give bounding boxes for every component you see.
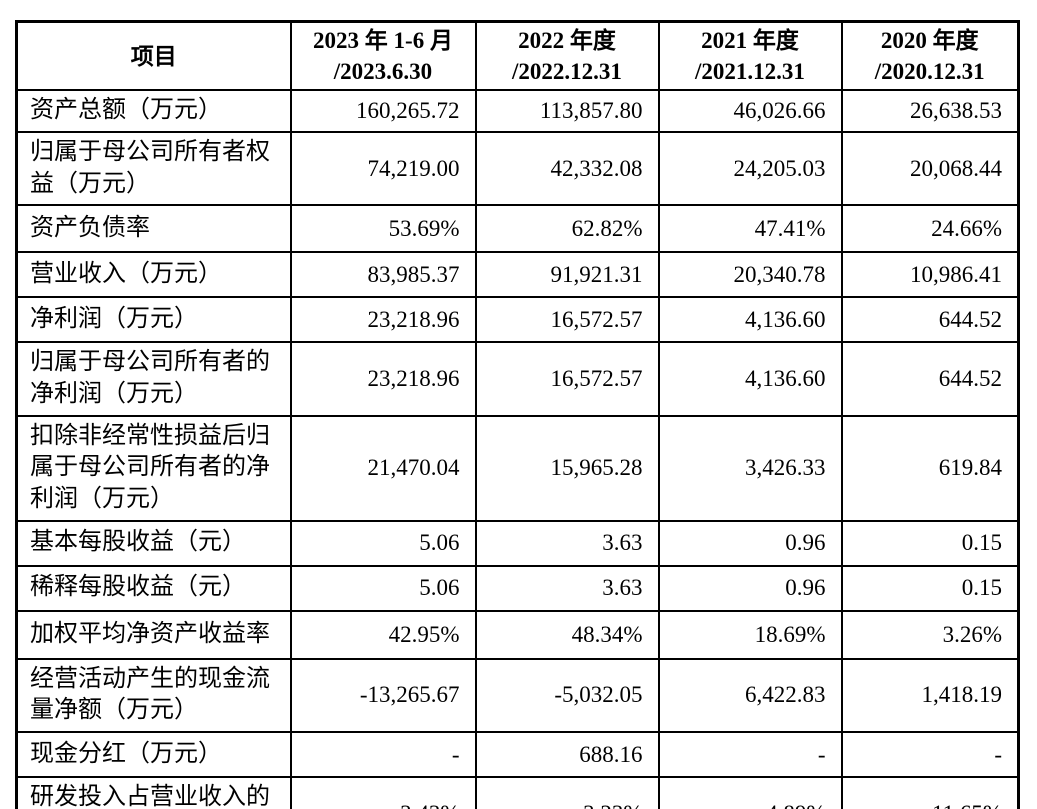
- row-label: 经营活动产生的现金流量净额（万元）: [15, 657, 292, 734]
- value-cell: 15,965.28: [474, 414, 660, 522]
- value-cell: 53.69%: [289, 204, 477, 254]
- value-cell: 3.63: [474, 519, 660, 567]
- row-revenue: 营业收入（万元） 83,985.37 91,921.31 20,340.78 1…: [15, 251, 1020, 299]
- value-cell: -5,032.05: [474, 657, 660, 734]
- value-cell: 11.65%: [840, 776, 1020, 809]
- value-cell: 5.06: [289, 564, 477, 612]
- value-cell: 20,068.44: [840, 131, 1020, 207]
- row-debt-ratio: 资产负债率 53.69% 62.82% 47.41% 24.66%: [15, 204, 1020, 254]
- value-cell: 62.82%: [474, 204, 660, 254]
- value-cell: 42,332.08: [474, 131, 660, 207]
- value-cell: 0.15: [840, 564, 1020, 612]
- value-cell: 23,218.96: [289, 296, 477, 344]
- value-cell: 46,026.66: [657, 89, 843, 134]
- row-label: 资产总额（万元）: [15, 89, 292, 134]
- value-cell: 644.52: [840, 341, 1020, 417]
- value-cell: 4,136.60: [657, 341, 843, 417]
- value-cell: 3,426.33: [657, 414, 843, 522]
- header-period-2020: 2020 年度 /2020.12.31: [840, 20, 1020, 92]
- value-cell: 18.69%: [657, 609, 843, 660]
- row-cash-dividend: 现金分红（万元） - 688.16 - -: [15, 731, 1020, 779]
- value-cell: 113,857.80: [474, 89, 660, 134]
- row-basic-eps: 基本每股收益（元） 5.06 3.63 0.96 0.15: [15, 519, 1020, 567]
- value-cell: 74,219.00: [289, 131, 477, 207]
- value-cell: 3.26%: [840, 609, 1020, 660]
- row-label: 归属于母公司所有者权益（万元）: [15, 131, 292, 207]
- row-label: 研发投入占营业收入的比例: [15, 776, 292, 809]
- row-label: 基本每股收益（元）: [15, 519, 292, 567]
- row-label: 营业收入（万元）: [15, 251, 292, 299]
- header-row: 项目 2023 年 1-6 月 /2023.6.30 2022 年度 /2022…: [15, 20, 1020, 92]
- value-cell: 0.15: [840, 519, 1020, 567]
- value-cell: 10,986.41: [840, 251, 1020, 299]
- row-diluted-eps: 稀释每股收益（元） 5.06 3.63 0.96 0.15: [15, 564, 1020, 612]
- row-net-profit: 净利润（万元） 23,218.96 16,572.57 4,136.60 644…: [15, 296, 1020, 344]
- value-cell: 16,572.57: [474, 341, 660, 417]
- value-cell: 0.96: [657, 519, 843, 567]
- value-cell: 4,136.60: [657, 296, 843, 344]
- row-parent-net-profit: 归属于母公司所有者的净利润（万元） 23,218.96 16,572.57 4,…: [15, 341, 1020, 417]
- row-operating-cash-flow: 经营活动产生的现金流量净额（万元） -13,265.67 -5,032.05 6…: [15, 657, 1020, 734]
- value-cell: 42.95%: [289, 609, 477, 660]
- value-cell: -: [289, 731, 477, 779]
- header-period-2022: 2022 年度 /2022.12.31: [474, 20, 660, 92]
- value-cell: 3.23%: [474, 776, 660, 809]
- row-label: 加权平均净资产收益率: [15, 609, 292, 660]
- value-cell: 3.43%: [289, 776, 477, 809]
- value-cell: 688.16: [474, 731, 660, 779]
- row-label: 资产负债率: [15, 204, 292, 254]
- header-item-column: 项目: [15, 20, 292, 92]
- row-label: 归属于母公司所有者的净利润（万元）: [15, 341, 292, 417]
- value-cell: 20,340.78: [657, 251, 843, 299]
- value-cell: 6,422.83: [657, 657, 843, 734]
- value-cell: 16,572.57: [474, 296, 660, 344]
- value-cell: -13,265.67: [289, 657, 477, 734]
- value-cell: 619.84: [840, 414, 1020, 522]
- value-cell: 24.66%: [840, 204, 1020, 254]
- value-cell: -: [840, 731, 1020, 779]
- row-deducted-net-profit: 扣除非经常性损益后归属于母公司所有者的净利润（万元） 21,470.04 15,…: [15, 414, 1020, 522]
- value-cell: 644.52: [840, 296, 1020, 344]
- financial-summary-table: 项目 2023 年 1-6 月 /2023.6.30 2022 年度 /2022…: [15, 20, 1020, 809]
- row-total-assets: 资产总额（万元） 160,265.72 113,857.80 46,026.66…: [15, 89, 1020, 134]
- value-cell: 26,638.53: [840, 89, 1020, 134]
- row-label: 净利润（万元）: [15, 296, 292, 344]
- value-cell: 5.06: [289, 519, 477, 567]
- row-label: 现金分红（万元）: [15, 731, 292, 779]
- row-parent-equity: 归属于母公司所有者权益（万元） 74,219.00 42,332.08 24,2…: [15, 131, 1020, 207]
- value-cell: 4.89%: [657, 776, 843, 809]
- value-cell: 1,418.19: [840, 657, 1020, 734]
- value-cell: 91,921.31: [474, 251, 660, 299]
- value-cell: 23,218.96: [289, 341, 477, 417]
- row-rd-ratio: 研发投入占营业收入的比例 3.43% 3.23% 4.89% 11.65%: [15, 776, 1020, 809]
- value-cell: 0.96: [657, 564, 843, 612]
- value-cell: 24,205.03: [657, 131, 843, 207]
- value-cell: -: [657, 731, 843, 779]
- value-cell: 83,985.37: [289, 251, 477, 299]
- value-cell: 21,470.04: [289, 414, 477, 522]
- value-cell: 48.34%: [474, 609, 660, 660]
- header-period-2023h1: 2023 年 1-6 月 /2023.6.30: [289, 20, 477, 92]
- row-weighted-avg-roe: 加权平均净资产收益率 42.95% 48.34% 18.69% 3.26%: [15, 609, 1020, 660]
- value-cell: 47.41%: [657, 204, 843, 254]
- row-label: 扣除非经常性损益后归属于母公司所有者的净利润（万元）: [15, 414, 292, 522]
- value-cell: 3.63: [474, 564, 660, 612]
- header-period-2021: 2021 年度 /2021.12.31: [657, 20, 843, 92]
- value-cell: 160,265.72: [289, 89, 477, 134]
- row-label: 稀释每股收益（元）: [15, 564, 292, 612]
